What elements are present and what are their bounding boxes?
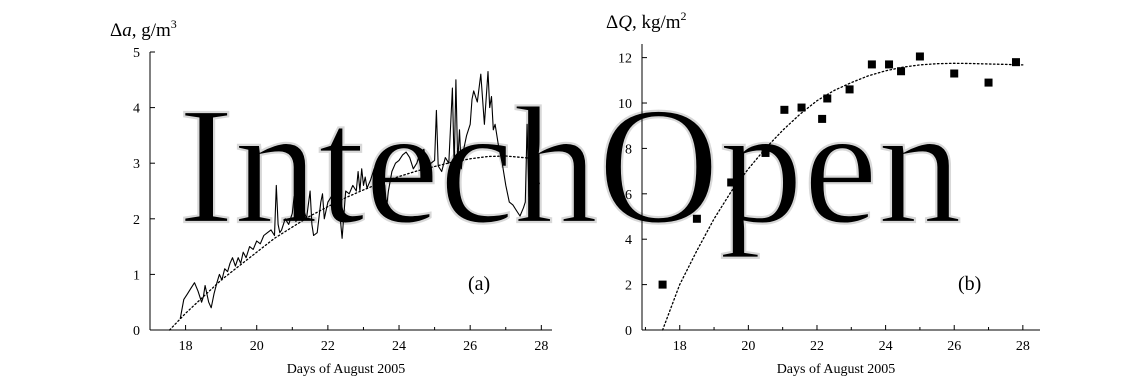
data-point [897,67,906,76]
data-point [797,103,806,112]
x-tick-label: 24 [392,339,406,354]
watermark-text: IntechOpen [178,73,962,259]
data-point [658,280,667,289]
panel-label: (a) [468,273,490,295]
data-point [692,214,701,223]
data-point [915,52,924,61]
data-point [867,60,876,69]
fit-curve [168,155,542,331]
x-tick-label: 20 [741,339,755,354]
x-tick-label: 28 [1016,339,1030,354]
data-point [823,94,832,103]
y-tick-label: 1 [133,268,140,283]
chart-panel-a: 18 20 22 24 26 28 0 1 2 3 4 5 Δa, g/m3 Days of August… [110,17,552,377]
y-tick-label: 4 [133,102,140,117]
x-tick-label: 26 [463,339,477,354]
y-tick-label: 8 [625,142,632,157]
x-tick-label: 22 [810,339,824,354]
data-point [885,60,894,69]
y-tick-label: 0 [625,324,632,339]
data-point [818,114,827,123]
x-tick-label: 24 [879,339,893,354]
y-tick-label: 2 [625,279,632,294]
y-tick-label: 4 [625,233,632,248]
data-point [950,69,959,78]
y-axis-label: ΔQ, kg/m2 [606,9,687,33]
y-tick-label: 6 [625,188,632,203]
x-tick-label: 20 [250,339,264,354]
data-point [845,85,854,94]
data-point [761,148,770,157]
x-axis-label: Days of August 2005 [777,362,896,377]
y-tick-label: 2 [133,213,140,228]
data-point [780,105,789,114]
x-tick-label: 26 [947,339,961,354]
x-axis-label: Days of August 2005 [287,362,406,377]
y-tick-label: 0 [133,324,140,339]
data-point [727,178,736,187]
y-tick-label: 5 [133,46,140,61]
x-tick-label: 22 [321,339,335,354]
x-tick-label: 18 [179,339,193,354]
data-point [1011,58,1020,67]
data-point [984,78,993,87]
y-tick-label: 3 [133,157,140,172]
x-tick-label: 18 [673,339,687,354]
y-tick-label: 12 [618,52,632,67]
x-tick-label: 28 [534,339,548,354]
y-tick-label: 10 [618,97,632,112]
fit-curve [661,62,1024,331]
panel-label: (b) [958,273,981,295]
y-axis-label: Δa, g/m3 [110,17,177,41]
data-line [179,70,541,319]
